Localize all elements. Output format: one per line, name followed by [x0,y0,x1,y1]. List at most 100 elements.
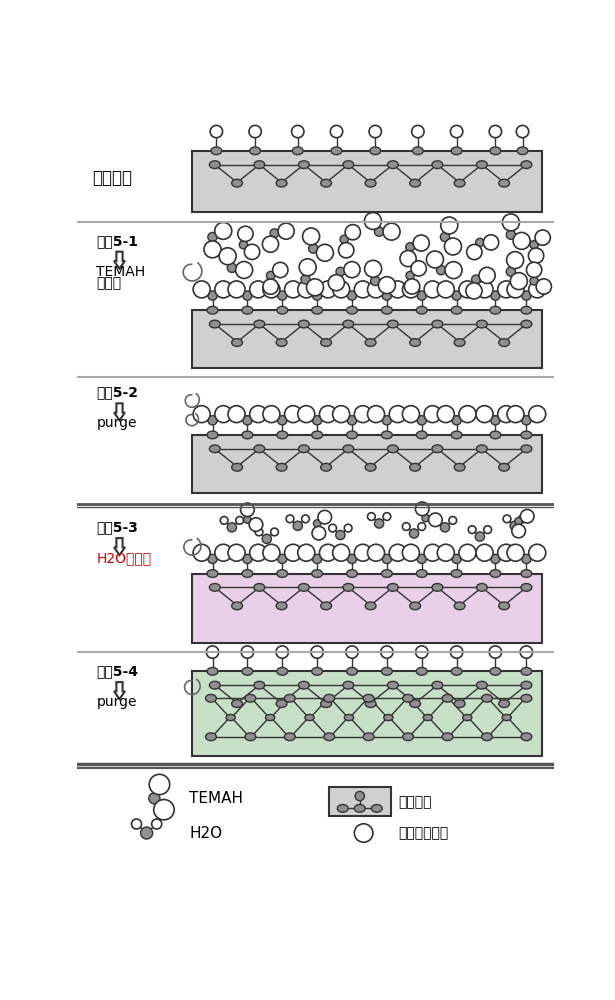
Circle shape [437,281,454,298]
Ellipse shape [276,339,287,346]
Ellipse shape [410,179,421,187]
Circle shape [476,406,493,423]
Circle shape [149,774,170,795]
Circle shape [383,291,392,300]
Ellipse shape [521,570,532,577]
Ellipse shape [347,570,357,577]
Ellipse shape [305,714,314,721]
Circle shape [228,281,245,298]
Circle shape [243,291,252,300]
Circle shape [301,275,310,284]
Circle shape [285,281,301,298]
Circle shape [507,544,524,561]
Ellipse shape [232,339,242,346]
Ellipse shape [521,694,532,702]
Circle shape [383,513,391,520]
Circle shape [383,416,392,425]
Ellipse shape [211,147,222,155]
Circle shape [244,516,251,523]
Circle shape [507,281,524,298]
Circle shape [417,291,426,300]
Ellipse shape [324,694,335,702]
Polygon shape [114,538,125,555]
Circle shape [522,554,531,564]
Circle shape [193,406,210,423]
Circle shape [285,406,301,423]
Circle shape [416,646,428,658]
Circle shape [489,646,502,658]
Ellipse shape [490,570,501,577]
Circle shape [286,515,294,523]
Ellipse shape [423,714,432,721]
Circle shape [368,406,384,423]
Ellipse shape [432,161,443,169]
Circle shape [208,554,217,564]
Circle shape [449,517,456,524]
Circle shape [227,523,237,532]
Circle shape [272,262,288,278]
Circle shape [491,554,500,564]
Circle shape [312,526,326,540]
Ellipse shape [521,445,532,453]
Circle shape [530,277,538,285]
Ellipse shape [490,667,501,675]
Ellipse shape [387,320,399,328]
Ellipse shape [521,161,532,169]
Circle shape [437,406,454,423]
Ellipse shape [381,570,392,577]
Polygon shape [114,682,125,699]
Circle shape [206,646,219,658]
Ellipse shape [482,733,493,741]
Circle shape [406,271,415,280]
Text: 反应位置: 反应位置 [399,795,432,809]
Ellipse shape [298,681,309,689]
Circle shape [346,646,358,658]
Ellipse shape [209,320,220,328]
Ellipse shape [499,339,510,346]
Ellipse shape [381,431,392,439]
Circle shape [468,526,476,533]
Circle shape [303,228,320,245]
Circle shape [298,544,315,561]
Circle shape [510,273,528,290]
Circle shape [389,281,407,298]
Ellipse shape [387,161,399,169]
Circle shape [512,524,525,538]
Circle shape [415,502,429,516]
Ellipse shape [521,431,532,439]
Circle shape [244,244,260,259]
Ellipse shape [254,445,264,453]
Circle shape [498,281,515,298]
Ellipse shape [477,161,487,169]
Ellipse shape [320,179,331,187]
Ellipse shape [454,339,465,346]
Circle shape [311,646,323,658]
Circle shape [236,517,244,524]
Ellipse shape [451,431,462,439]
Ellipse shape [312,306,322,314]
Circle shape [328,275,344,291]
Circle shape [506,230,515,239]
Circle shape [250,544,267,561]
Ellipse shape [207,570,218,577]
Circle shape [424,281,441,298]
Ellipse shape [490,431,501,439]
Circle shape [208,232,217,242]
Circle shape [405,279,419,294]
Circle shape [285,544,301,561]
Circle shape [345,225,360,240]
Circle shape [276,646,288,658]
Circle shape [520,646,533,658]
Circle shape [263,279,279,294]
Circle shape [277,554,287,564]
Bar [329,787,391,816]
Circle shape [298,406,315,423]
Ellipse shape [284,733,295,741]
Ellipse shape [337,805,348,812]
Ellipse shape [499,463,510,471]
Ellipse shape [207,306,218,314]
Ellipse shape [347,306,357,314]
Circle shape [249,125,261,138]
Ellipse shape [242,431,253,439]
Circle shape [132,819,141,829]
